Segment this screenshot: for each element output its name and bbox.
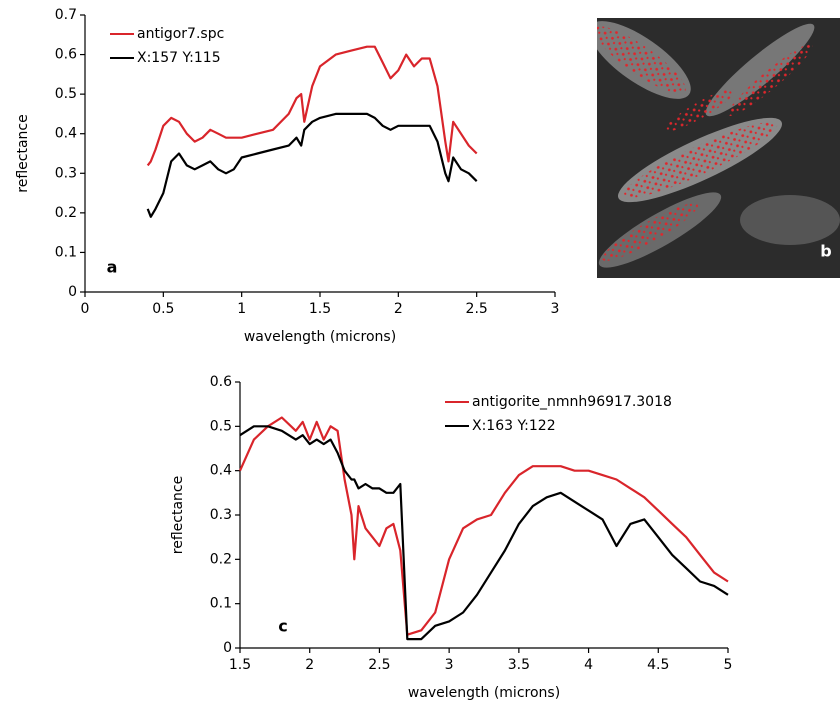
legend-label: X:157 Y:115 — [137, 50, 221, 66]
y-axis-label: reflectance — [170, 476, 186, 554]
y-tick-label: 0.2 — [55, 205, 77, 221]
y-tick-label: 0.7 — [55, 7, 77, 23]
x-tick-label: 2.5 — [368, 657, 390, 673]
y-tick-label: 0.4 — [210, 463, 232, 479]
y-tick-label: 0.2 — [210, 551, 232, 567]
y-tick-label: 0.3 — [55, 165, 77, 181]
x-axis-label: wavelength (microns) — [408, 685, 560, 701]
series-line — [239, 425, 729, 641]
y-tick-label: 0.6 — [210, 374, 232, 390]
x-tick-label: 2.5 — [466, 301, 488, 317]
series-line — [146, 112, 478, 218]
panel-label: c — [278, 617, 287, 636]
x-axis-label: wavelength (microns) — [244, 329, 396, 345]
y-tick-label: 0.5 — [55, 86, 77, 102]
x-tick-label: 2 — [394, 301, 403, 317]
x-tick-label: 3 — [551, 301, 560, 317]
y-tick-label: 0.1 — [210, 596, 232, 612]
x-tick-label: 4.5 — [647, 657, 669, 673]
y-tick-label: 0 — [68, 284, 77, 300]
y-tick-label: 0.5 — [210, 418, 232, 434]
y-axis-label: reflectance — [15, 114, 31, 192]
legend-label: antigor7.spc — [137, 26, 224, 42]
panel-label: b — [820, 242, 831, 261]
series-line — [146, 45, 478, 167]
legend-label: X:163 Y:122 — [472, 418, 556, 434]
x-tick-label: 1 — [237, 301, 246, 317]
x-tick-label: 1.5 — [309, 301, 331, 317]
x-tick-label: 1.5 — [229, 657, 251, 673]
x-tick-label: 5 — [724, 657, 733, 673]
y-tick-label: 0.3 — [210, 507, 232, 523]
y-tick-label: 0.6 — [55, 47, 77, 63]
x-tick-label: 4 — [584, 657, 593, 673]
x-tick-label: 2 — [305, 657, 314, 673]
y-tick-label: 0.4 — [55, 126, 77, 142]
panel-label: a — [107, 258, 118, 277]
legend-label: antigorite_nmnh96917.3018 — [472, 394, 672, 410]
series-line — [238, 416, 729, 636]
x-tick-label: 3 — [445, 657, 454, 673]
x-tick-label: 0.5 — [152, 301, 174, 317]
y-tick-label: 0 — [223, 640, 232, 656]
y-tick-label: 0.1 — [55, 244, 77, 260]
x-tick-label: 3.5 — [508, 657, 530, 673]
x-tick-label: 0 — [81, 301, 90, 317]
image-panel — [597, 18, 840, 278]
